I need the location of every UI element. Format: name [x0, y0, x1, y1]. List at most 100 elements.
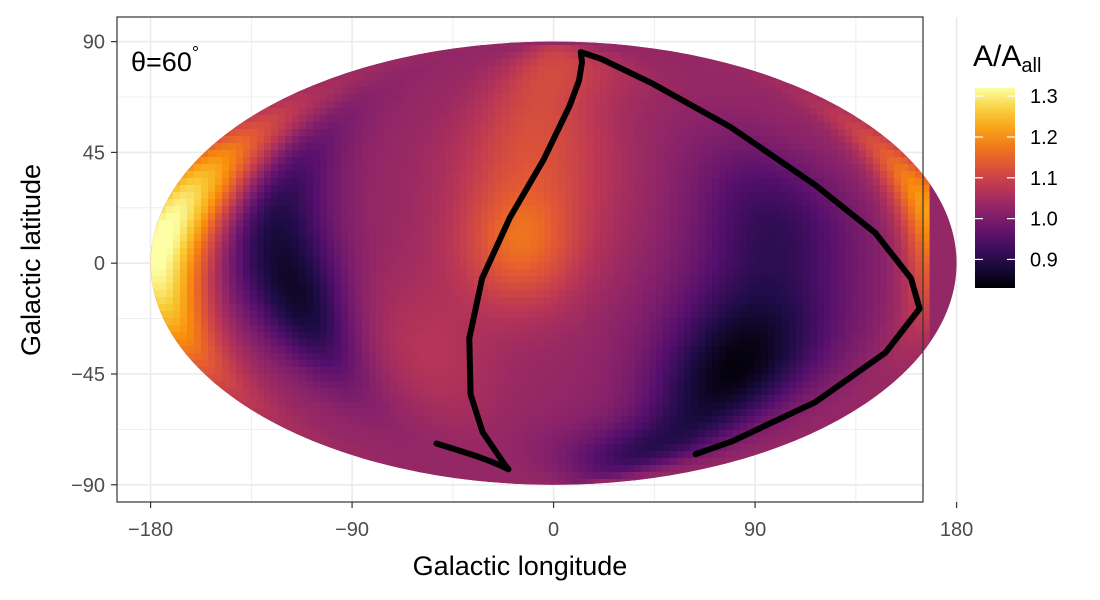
- heat-cell: [621, 171, 629, 179]
- heat-cell: [565, 290, 573, 298]
- heat-cell: [551, 381, 559, 389]
- heat-cell: [523, 472, 531, 480]
- heat-cell: [670, 150, 678, 158]
- heat-cell: [642, 318, 650, 326]
- heat-cell: [481, 94, 489, 102]
- heat-cell: [425, 269, 433, 277]
- heat-cell: [628, 339, 636, 347]
- heat-cell: [439, 129, 447, 137]
- heat-cell: [460, 444, 468, 452]
- heat-cell: [215, 325, 223, 333]
- heat-cell: [334, 290, 342, 298]
- heat-cell: [194, 325, 202, 333]
- heat-cell: [222, 381, 230, 389]
- heat-cell: [565, 87, 573, 95]
- heat-cell: [278, 367, 286, 375]
- heat-cell: [481, 87, 489, 95]
- heat-cell: [320, 283, 328, 291]
- heat-cell: [761, 164, 769, 172]
- heat-cell: [446, 283, 454, 291]
- heat-cell: [649, 353, 657, 361]
- heat-cell: [327, 416, 335, 424]
- heat-cell: [306, 339, 314, 347]
- heat-cell: [320, 353, 328, 361]
- heat-cell: [194, 346, 202, 354]
- heat-cell: [558, 255, 566, 263]
- heat-cell: [684, 255, 692, 263]
- heat-cell: [677, 164, 685, 172]
- heat-cell: [306, 94, 314, 102]
- heat-cell: [236, 185, 244, 193]
- heat-cell: [362, 241, 370, 249]
- heat-cell: [537, 66, 545, 74]
- heat-cell: [425, 332, 433, 340]
- heat-cell: [355, 241, 363, 249]
- heat-cell: [187, 220, 195, 228]
- heat-cell: [411, 199, 419, 207]
- heat-cell: [614, 374, 622, 382]
- heat-cell: [341, 416, 349, 424]
- heat-cell: [691, 465, 699, 473]
- heat-cell: [208, 311, 216, 319]
- heat-cell: [747, 192, 755, 200]
- heat-cell: [530, 234, 538, 242]
- heat-cell: [551, 437, 559, 445]
- heat-cell: [418, 213, 426, 221]
- heat-cell: [565, 374, 573, 382]
- heat-cell: [299, 311, 307, 319]
- heat-cell: [502, 437, 510, 445]
- heat-cell: [362, 269, 370, 277]
- heat-cell: [537, 409, 545, 417]
- heat-cell: [628, 395, 636, 403]
- heat-cell: [348, 227, 356, 235]
- heat-cell: [327, 143, 335, 151]
- heat-cell: [621, 150, 629, 158]
- heat-cell: [404, 220, 412, 228]
- heat-cell: [306, 353, 314, 361]
- heat-cell: [635, 185, 643, 193]
- heat-cell: [544, 290, 552, 298]
- heat-cell: [607, 87, 615, 95]
- heat-cell: [264, 178, 272, 186]
- heat-cell: [285, 150, 293, 158]
- heat-cell: [257, 339, 265, 347]
- heat-cell: [453, 220, 461, 228]
- heat-cell: [446, 458, 454, 466]
- heat-cell: [460, 171, 468, 179]
- heat-cell: [586, 304, 594, 312]
- heat-cell: [264, 164, 272, 172]
- heat-cell: [530, 262, 538, 270]
- heat-cell: [628, 171, 636, 179]
- heat-cell: [313, 115, 321, 123]
- heat-cell: [509, 311, 517, 319]
- heat-cell: [334, 255, 342, 263]
- heat-cell: [348, 178, 356, 186]
- heat-cell: [355, 178, 363, 186]
- heat-cell: [642, 213, 650, 221]
- heat-cell: [509, 339, 517, 347]
- heat-cell: [719, 416, 727, 424]
- heat-cell: [201, 206, 209, 214]
- heat-cell: [670, 430, 678, 438]
- heat-cell: [495, 430, 503, 438]
- heat-cell: [516, 157, 524, 165]
- heat-cell: [502, 248, 510, 256]
- heat-cell: [376, 213, 384, 221]
- heat-cell: [719, 178, 727, 186]
- heat-cell: [670, 388, 678, 396]
- heat-cell: [733, 185, 741, 193]
- heat-cell: [173, 325, 181, 333]
- heat-cell: [670, 332, 678, 340]
- heat-cell: [376, 311, 384, 319]
- heat-cell: [460, 59, 468, 67]
- heat-cell: [530, 367, 538, 375]
- heat-cell: [565, 479, 573, 485]
- heat-cell: [607, 290, 615, 298]
- heat-cell: [369, 248, 377, 256]
- heat-cell: [530, 206, 538, 214]
- heat-cell: [600, 108, 608, 116]
- heat-cell: [320, 80, 328, 88]
- heat-cell: [362, 374, 370, 382]
- heat-cell: [264, 353, 272, 361]
- heat-cell: [194, 311, 202, 319]
